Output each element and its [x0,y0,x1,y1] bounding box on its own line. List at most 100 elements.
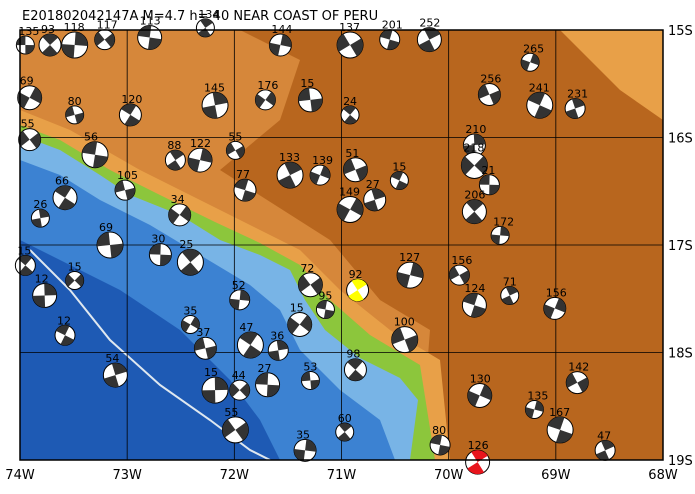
x-tick-label: 68W [648,468,678,483]
depth-label: 71 [503,276,517,289]
focal-mechanism [195,18,215,38]
depth-label: 37 [196,326,210,339]
compression-quadrant [234,179,256,202]
depth-label: 113 [140,15,161,28]
depth-label: 53 [303,360,317,373]
compression-quadrant [181,316,200,333]
x-tick-label: 72W [220,468,250,483]
depth-label: 15 [290,302,304,315]
compression-quadrant [463,293,486,318]
compression-quadrant [16,36,35,55]
focal-mechanism [460,151,488,179]
focal-mechanism [429,434,451,456]
focal-mechanism [336,31,364,59]
compression-quadrant [61,32,88,58]
depth-label: 134 [198,8,219,21]
depth-label: 105 [117,169,138,182]
x-tick-label: 70W [434,468,464,483]
depth-label: 133 [279,151,300,164]
compression-quadrant [343,105,357,124]
focal-mechanism [461,292,487,318]
compression-quadrant [316,300,335,319]
depth-label: 36 [270,329,284,342]
focal-mechanism [416,27,442,53]
compression-quadrant [18,131,41,149]
depth-label: 55 [224,406,238,419]
compression-quadrant [180,249,201,276]
focal-mechanism [267,339,289,361]
compression-quadrant [391,327,418,352]
focal-mechanism [565,371,589,395]
compression-quadrant [566,372,589,393]
depth-label: 80 [68,95,82,108]
focal-mechanism [315,300,335,319]
depth-label: 15 [204,366,218,379]
compression-quadrant [287,315,312,334]
compression-quadrant [268,340,289,361]
compression-quadrant [467,384,492,407]
focal-mechanism [32,283,58,309]
focal-mechanism [148,243,172,267]
focal-mechanism [94,29,116,51]
focal-mechanism [54,324,76,346]
focal-mechanism [96,231,124,259]
depth-label: 24 [343,95,357,108]
depth-label: 21 [481,164,495,177]
depth-label: 206 [464,189,485,202]
compression-quadrant [239,331,262,359]
focal-mechanism [524,399,544,419]
focal-mechanism [520,52,540,72]
focal-mechanism [176,248,204,276]
compression-quadrant [348,279,367,302]
depth-label: 12 [35,273,49,286]
compression-quadrant [491,226,510,245]
depth-label: 120 [121,93,142,106]
depth-label: 176 [257,79,278,92]
depth-label: 25 [179,238,193,251]
depth-label: 12 [57,314,71,327]
focal-mechanism [229,379,251,401]
compression-quadrant [97,232,123,258]
depth-label: 15 [392,161,406,174]
depth-label: 167 [549,406,570,419]
y-tick-label: 19S [668,454,693,469]
focal-mechanism [478,174,500,196]
focal-mechanism [309,164,331,186]
compression-quadrant [298,275,323,295]
compression-quadrant [65,106,84,124]
depth-label: 124 [464,282,485,295]
compression-quadrant [543,298,566,319]
depth-label: 172 [493,215,514,228]
focal-mechanism [15,35,35,55]
focal-mechanism [114,179,136,201]
depth-label: 137 [339,21,360,34]
depth-label: 47 [239,321,253,334]
compression-quadrant [187,148,213,172]
focal-mechanism [52,185,78,211]
focal-mechanism [462,133,486,157]
focal-mechanism [276,161,304,189]
depth-label: 117 [97,19,118,32]
depth-label: 127 [399,251,420,264]
depth-label: 241 [529,81,550,94]
compression-quadrant [294,439,317,462]
compression-quadrant [167,150,184,171]
focal-mechanism [336,196,364,224]
x-tick-label: 71W [327,468,357,483]
focal-mechanism [490,225,510,245]
compression-quadrant [501,286,518,305]
focal-mechanism [254,89,276,111]
compression-quadrant [17,87,42,109]
focal-mechanism [594,439,616,461]
compression-quadrant [65,274,84,287]
focal-mechanism [180,315,200,335]
focal-mechanism [346,278,370,302]
x-tick-label: 73W [112,468,142,483]
depth-label: 27 [258,362,272,375]
depth-label: 55 [21,118,35,131]
compression-quadrant [137,25,162,50]
depth-label: 231 [567,87,588,100]
compression-quadrant [56,325,74,346]
focal-mechanism [287,312,313,338]
depth-label: 92 [349,268,363,281]
